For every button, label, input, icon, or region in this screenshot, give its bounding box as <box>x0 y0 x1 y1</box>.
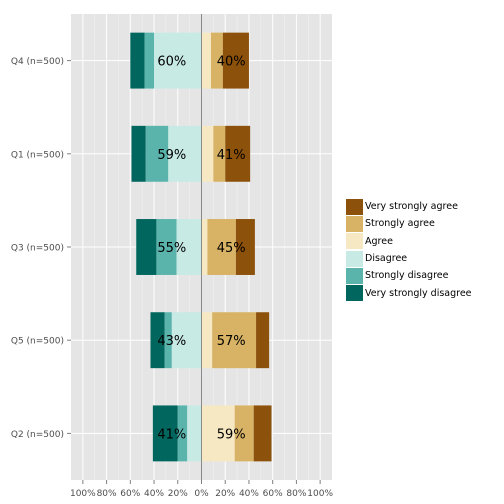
bar-segment <box>234 405 254 462</box>
bar-segment <box>201 125 214 182</box>
legend-swatch <box>346 233 363 250</box>
percent-annotations: 60% 40% 59% 41% 55% 45% 43% 57% 41% 59% <box>157 55 245 443</box>
bar-segment <box>177 405 188 462</box>
y-axis-labels: Q4 (n=500) Q1 (n=500) Q3 (n=500) Q5 (n=500)… <box>11 57 71 440</box>
bar-segment <box>144 32 155 89</box>
legend-label: Strongly disagree <box>365 270 449 282</box>
legend-label: Strongly agree <box>365 218 435 230</box>
bar-segment <box>207 219 236 275</box>
y-tick-label: Q3 (n=500) <box>11 244 64 254</box>
bar-segment <box>187 405 202 462</box>
x-tick-label: 60% <box>120 489 140 499</box>
x-tick-label: 100% <box>307 489 333 499</box>
legend-item: Very strongly disagree <box>346 284 472 302</box>
bar-segment <box>154 32 202 89</box>
annotation-positive: 57% <box>217 334 246 349</box>
bar-segment <box>176 219 202 275</box>
bar-segment <box>213 125 226 182</box>
bar-segment <box>130 32 145 89</box>
x-axis-labels: 100% 80% 60% 40% 20% 0% 20% 40% 60% 80% 100% <box>70 480 333 499</box>
bar-segment <box>164 312 172 369</box>
legend-swatch <box>346 285 363 302</box>
legend-label: Very strongly disagree <box>365 287 472 299</box>
annotation-positive: 41% <box>217 148 246 163</box>
x-tick-label: 20% <box>215 489 235 499</box>
bar-segment <box>201 219 208 275</box>
legend-item: Strongly disagree <box>346 267 472 284</box>
bar-segment <box>145 125 169 182</box>
x-tick-label: 40% <box>144 489 164 499</box>
annotation-negative: 59% <box>157 148 186 163</box>
legend-swatch <box>346 250 363 267</box>
bar-segment <box>150 312 165 369</box>
y-tick-label: Q5 (n=500) <box>11 337 64 347</box>
annotation-negative: 55% <box>157 241 186 256</box>
bar-segment <box>171 312 202 369</box>
x-tick-label: 100% <box>70 489 96 499</box>
bar-segment <box>201 32 211 89</box>
bar-segment <box>253 405 272 462</box>
x-tick-label: 40% <box>239 489 259 499</box>
legend-swatch <box>346 215 363 232</box>
bar-segment <box>201 405 235 462</box>
legend-label: Agree <box>365 235 393 247</box>
bar-segment <box>131 125 146 182</box>
y-tick-label: Q4 (n=500) <box>11 57 64 67</box>
bar-segment <box>156 219 177 275</box>
y-tick-label: Q1 (n=500) <box>11 150 64 160</box>
annotation-negative: 43% <box>157 334 186 349</box>
annotation-positive: 45% <box>217 241 246 256</box>
bar-segment <box>136 219 157 275</box>
annotation-negative: 60% <box>157 55 186 70</box>
legend-item: Agree <box>346 233 472 250</box>
legend-label: Very strongly agree <box>365 201 458 213</box>
legend-swatch <box>346 198 363 215</box>
legend-label: Disagree <box>365 253 408 265</box>
bar-segment <box>168 125 202 182</box>
bar-segment <box>256 312 270 369</box>
bar-segment <box>212 312 257 369</box>
x-tick-label: 60% <box>263 489 283 499</box>
y-tick-label: Q2 (n=500) <box>11 430 64 440</box>
legend-item: Very strongly agree <box>346 198 472 215</box>
annotation-positive: 40% <box>217 55 246 70</box>
bar-segment <box>222 32 249 89</box>
legend-item: Strongly agree <box>346 215 472 232</box>
bar-segment <box>201 312 213 369</box>
x-tick-label: 80% <box>286 489 306 499</box>
bars <box>130 32 272 462</box>
x-tick-label: 80% <box>97 489 117 499</box>
legend-item: Disagree <box>346 250 472 267</box>
legend: Very strongly agree Strongly agree Agree Di… <box>346 198 472 302</box>
bar-segment <box>210 32 223 89</box>
x-tick-label: 20% <box>168 489 188 499</box>
bar-segment <box>235 219 255 275</box>
annotation-negative: 41% <box>157 427 186 442</box>
x-tick-label: 0% <box>194 489 209 499</box>
annotation-positive: 59% <box>217 427 246 442</box>
bar-segment <box>225 125 251 182</box>
legend-swatch <box>346 267 363 284</box>
bar-segment <box>152 405 178 462</box>
